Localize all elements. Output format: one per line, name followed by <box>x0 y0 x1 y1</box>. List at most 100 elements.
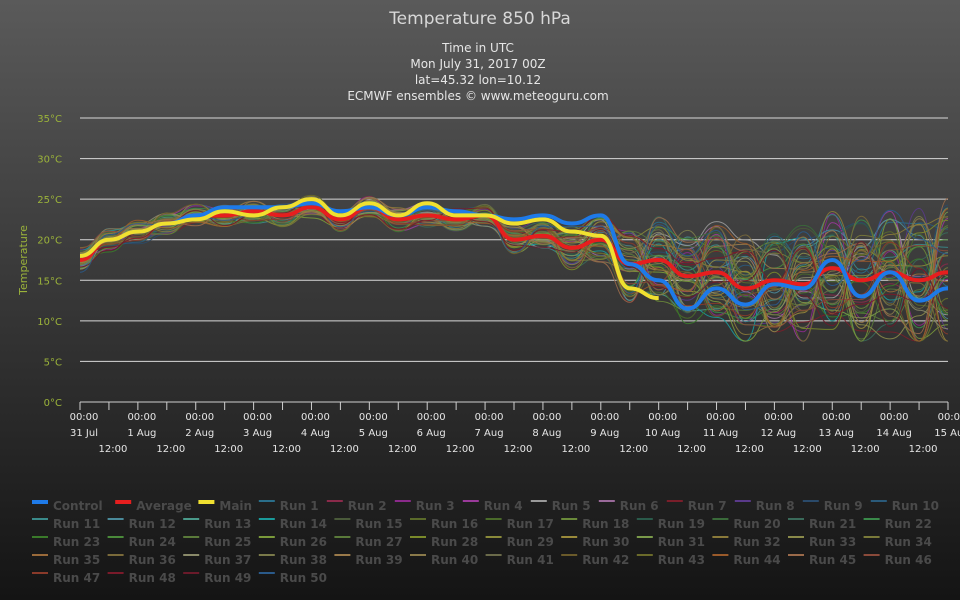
legend-item-run-43[interactable]: Run 43 <box>636 553 705 567</box>
legend-item-run-31[interactable]: Run 31 <box>636 535 705 549</box>
legend-item-run-21[interactable]: Run 21 <box>788 517 856 531</box>
legend-item-run-33[interactable]: Run 33 <box>788 535 856 549</box>
legend-item-run-18[interactable]: Run 18 <box>561 517 629 531</box>
legend-item-run-3[interactable]: Run 3 <box>394 499 455 513</box>
legend-item-run-7[interactable]: Run 7 <box>666 499 727 513</box>
legend-item-run-34[interactable]: Run 34 <box>863 535 932 549</box>
legend-label: Run 32 <box>733 535 780 549</box>
legend-swatch <box>107 554 124 556</box>
legend-item-run-6[interactable]: Run 6 <box>598 499 659 513</box>
series-control-line <box>79 201 949 311</box>
legend-label: Control <box>53 499 103 513</box>
legend-item-run-12[interactable]: Run 12 <box>107 517 176 531</box>
legend-swatch <box>198 500 215 504</box>
legend-item-run-11[interactable]: Run 11 <box>32 517 100 531</box>
legend-item-run-5[interactable]: Run 5 <box>530 499 591 513</box>
legend-item-run-40[interactable]: Run 40 <box>410 553 478 567</box>
legend-item-run-29[interactable]: Run 29 <box>485 535 554 549</box>
chart-title: Temperature 850 hPa <box>388 9 571 29</box>
legend-item-run-1[interactable]: Run 1 <box>258 499 319 513</box>
x-tick-time: 00:00 <box>185 412 214 423</box>
legend-swatch <box>788 518 804 520</box>
x-tick-time: 00:00 <box>822 412 851 423</box>
x-tick-date: 13 Aug <box>819 428 854 439</box>
x-tick-time: 00:00 <box>590 412 619 423</box>
legend-swatch <box>107 572 124 574</box>
legend-swatch <box>462 500 479 502</box>
legend-item-run-28[interactable]: Run 28 <box>410 535 478 549</box>
x-tick-midday: 12:00 <box>272 444 301 455</box>
legend-item-average[interactable]: Average <box>115 499 192 513</box>
legend-item-run-4[interactable]: Run 4 <box>462 499 523 513</box>
legend-item-run-39[interactable]: Run 39 <box>334 553 403 567</box>
series-average-line <box>79 205 949 291</box>
legend-item-run-10[interactable]: Run 10 <box>870 499 939 513</box>
x-tick-date: 2 Aug <box>185 428 214 439</box>
legend-item-run-24[interactable]: Run 24 <box>107 535 176 549</box>
legend-label: Run 11 <box>53 517 100 531</box>
legend-label: Run 28 <box>431 535 478 549</box>
x-tick-date: 8 Aug <box>532 428 561 439</box>
legend-swatch <box>561 536 578 538</box>
legend-item-run-42[interactable]: Run 42 <box>561 553 629 567</box>
chart-subtitle-line-2: Mon July 31, 2017 00Z <box>410 57 545 71</box>
x-tick-time: 00:00 <box>127 412 156 423</box>
legend-item-run-50[interactable]: Run 50 <box>258 571 327 585</box>
x-tick-midday: 12:00 <box>504 444 533 455</box>
legend-label: Run 30 <box>582 535 629 549</box>
legend-item-run-9[interactable]: Run 9 <box>802 499 863 513</box>
legend-swatch <box>802 500 819 502</box>
legend-item-run-38[interactable]: Run 38 <box>258 553 327 567</box>
legend-item-run-48[interactable]: Run 48 <box>107 571 176 585</box>
legend-item-run-35[interactable]: Run 35 <box>32 553 100 567</box>
legend-label: Run 9 <box>824 499 863 513</box>
x-tick-date: 6 Aug <box>417 428 446 439</box>
legend-item-run-30[interactable]: Run 30 <box>561 535 629 549</box>
legend-item-run-8[interactable]: Run 8 <box>734 499 795 513</box>
legend-item-run-47[interactable]: Run 47 <box>32 571 100 585</box>
legend-label: Run 34 <box>885 535 932 549</box>
x-tick-date: 11 Aug <box>703 428 738 439</box>
ensemble-run-line <box>79 196 949 342</box>
legend-item-run-36[interactable]: Run 36 <box>107 553 176 567</box>
legend-item-run-13[interactable]: Run 13 <box>183 517 251 531</box>
legend-item-run-22[interactable]: Run 22 <box>863 517 932 531</box>
legend[interactable]: Control Average Main Run 1 Run 2 Run 3 Run 4 Ru… <box>32 499 939 585</box>
legend-swatch <box>530 500 547 502</box>
x-tick-time: 00:00 <box>880 412 909 423</box>
legend-label: Run 37 <box>204 553 251 567</box>
x-tick-time: 00:00 <box>764 412 793 423</box>
legend-label: Run 5 <box>552 499 591 513</box>
legend-label: Run 23 <box>53 535 100 549</box>
legend-item-run-37[interactable]: Run 37 <box>183 553 251 567</box>
legend-item-run-49[interactable]: Run 49 <box>183 571 251 585</box>
legend-item-run-19[interactable]: Run 19 <box>636 517 705 531</box>
legend-item-control[interactable]: Control <box>32 499 103 513</box>
legend-item-run-46[interactable]: Run 46 <box>863 553 932 567</box>
legend-item-run-44[interactable]: Run 44 <box>712 553 781 567</box>
legend-item-run-26[interactable]: Run 26 <box>258 535 327 549</box>
legend-item-run-27[interactable]: Run 27 <box>334 535 403 549</box>
legend-item-main[interactable]: Main <box>198 499 252 513</box>
legend-item-run-41[interactable]: Run 41 <box>485 553 554 567</box>
legend-item-run-16[interactable]: Run 16 <box>410 517 478 531</box>
legend-label: Run 50 <box>280 571 327 585</box>
legend-item-run-23[interactable]: Run 23 <box>32 535 100 549</box>
y-tick-label: 10°C <box>37 317 62 328</box>
legend-item-run-25[interactable]: Run 25 <box>183 535 251 549</box>
legend-swatch <box>334 518 351 520</box>
legend-item-run-17[interactable]: Run 17 <box>485 517 554 531</box>
legend-item-run-15[interactable]: Run 15 <box>334 517 403 531</box>
highlight-series <box>79 197 949 311</box>
legend-item-run-14[interactable]: Run 14 <box>258 517 327 531</box>
legend-swatch <box>863 554 880 556</box>
x-tick-date: 14 Aug <box>876 428 911 439</box>
legend-label: Run 25 <box>204 535 251 549</box>
legend-swatch <box>410 554 426 556</box>
legend-swatch <box>258 536 275 538</box>
legend-item-run-20[interactable]: Run 20 <box>712 517 781 531</box>
legend-item-run-32[interactable]: Run 32 <box>712 535 781 549</box>
legend-swatch <box>636 536 653 538</box>
legend-item-run-2[interactable]: Run 2 <box>326 499 387 513</box>
legend-item-run-45[interactable]: Run 45 <box>788 553 856 567</box>
